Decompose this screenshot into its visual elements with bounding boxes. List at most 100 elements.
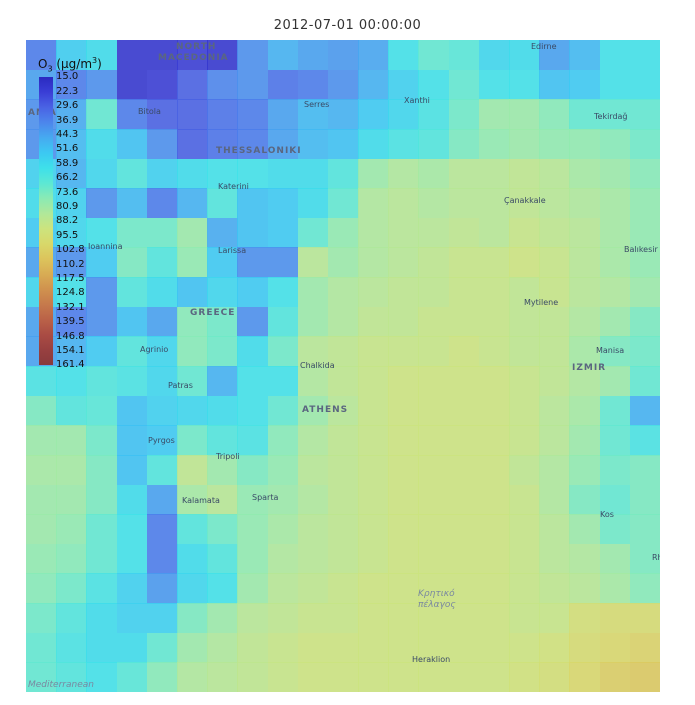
grid-cell: [26, 633, 57, 663]
label-north: NORTH: [176, 42, 216, 52]
colorbar-tick-label: 22.3: [56, 87, 78, 97]
grid-cell: [569, 514, 600, 544]
grid-cell: [418, 129, 449, 159]
grid-cell: [388, 514, 419, 544]
legend-unit-close: ): [97, 57, 102, 71]
grid-cell: [630, 40, 660, 70]
grid-cell: [539, 455, 570, 485]
grid-cell: [539, 336, 570, 366]
colorbar-tick-label: 58.9: [56, 159, 78, 169]
grid-cell: [418, 662, 449, 692]
grid-cell: [630, 336, 660, 366]
grid-cell: [147, 277, 178, 307]
grid-cell: [268, 455, 299, 485]
grid-cell: [479, 425, 510, 455]
grid-cell: [298, 633, 329, 663]
grid-cell: [26, 366, 57, 396]
grid-cell: [268, 188, 299, 218]
grid-cell: [237, 633, 268, 663]
grid-cell: [358, 573, 389, 603]
city-bitola: Bitola: [138, 107, 161, 116]
grid-cell: [509, 396, 540, 426]
grid-cell: [358, 129, 389, 159]
grid-cell: [539, 396, 570, 426]
grid-cell: [569, 485, 600, 515]
grid-cell: [388, 455, 419, 485]
grid-cell: [358, 396, 389, 426]
grid-cell: [388, 247, 419, 277]
grid-cell: [630, 159, 660, 189]
legend-title: O3 (μg/m3): [38, 56, 126, 73]
grid-cell: [358, 336, 389, 366]
grid-cell: [630, 70, 660, 100]
grid-cell: [207, 603, 238, 633]
grid-cell: [358, 633, 389, 663]
grid-cell: [207, 188, 238, 218]
grid-cell: [569, 573, 600, 603]
grid-cell: [237, 40, 268, 70]
grid-cell: [509, 573, 540, 603]
city-tripoli: Tripoli: [216, 452, 240, 461]
grid-cell: [449, 514, 480, 544]
grid-cell: [449, 129, 480, 159]
grid-cell: [328, 662, 359, 692]
grid-cell: [268, 70, 299, 100]
grid-cell: [539, 218, 570, 248]
grid-cell: [268, 159, 299, 189]
grid-cell: [207, 70, 238, 100]
grid-cell: [177, 425, 208, 455]
grid-cell: [388, 336, 419, 366]
grid-cell: [449, 247, 480, 277]
grid-cell: [237, 99, 268, 129]
grid-cell: [630, 277, 660, 307]
grid-cell: [177, 662, 208, 692]
colorbar-tick-label: 110.2: [56, 260, 85, 270]
grid-cell: [117, 396, 148, 426]
grid-cell: [509, 70, 540, 100]
grid-cell: [509, 366, 540, 396]
grid-cell: [358, 603, 389, 633]
grid-cell: [237, 218, 268, 248]
grid-cell: [630, 662, 660, 692]
grid-cell: [147, 662, 178, 692]
colorbar-tick-label: 146.8: [56, 332, 85, 342]
grid-cell: [509, 485, 540, 515]
grid-cell: [600, 662, 631, 692]
grid-cell: [26, 544, 57, 574]
grid-cell: [207, 544, 238, 574]
label-izmir: IZMIR: [572, 363, 606, 373]
city-xanthi: Xanthi: [404, 96, 430, 105]
grid-cell: [630, 485, 660, 515]
city-chalkida: Chalkida: [300, 361, 335, 370]
grid-cell: [600, 218, 631, 248]
grid-cell: [509, 662, 540, 692]
label-athens: ATHENS: [302, 405, 348, 415]
grid-cell: [147, 633, 178, 663]
grid-cell: [569, 188, 600, 218]
map-title: 2012-07-01 00:00:00: [0, 18, 695, 33]
grid-cell: [630, 366, 660, 396]
grid-cell: [388, 40, 419, 70]
grid-cell: [177, 514, 208, 544]
grid-cell: [509, 218, 540, 248]
grid-cell: [569, 455, 600, 485]
grid-cell: [479, 573, 510, 603]
grid-cell: [539, 70, 570, 100]
grid-cell: [600, 396, 631, 426]
grid-cell: [117, 573, 148, 603]
grid-cell: [117, 455, 148, 485]
grid-cell: [569, 129, 600, 159]
grid-cell: [117, 366, 148, 396]
grid-cell: [177, 544, 208, 574]
grid-cell: [630, 455, 660, 485]
grid-cell: [358, 188, 389, 218]
grid-cell: [26, 485, 57, 515]
grid-cell: [268, 603, 299, 633]
grid-cell: [237, 603, 268, 633]
grid-cell: [539, 544, 570, 574]
grid-cell: [207, 425, 238, 455]
grid-cell: [358, 40, 389, 70]
grid-cell: [418, 218, 449, 248]
grid-cell: [479, 336, 510, 366]
grid-cell: [358, 544, 389, 574]
